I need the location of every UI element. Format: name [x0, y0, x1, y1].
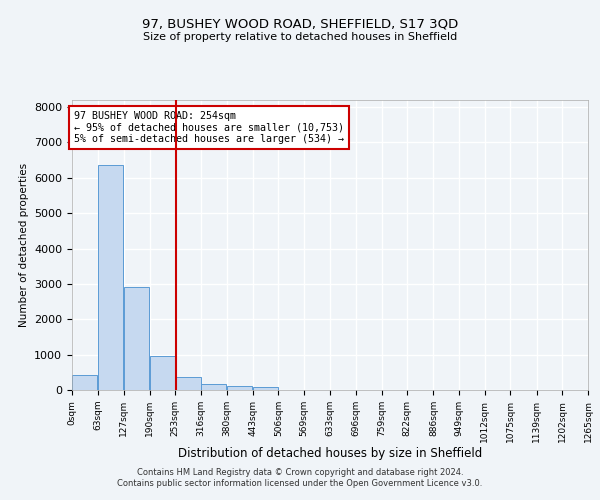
Y-axis label: Number of detached properties: Number of detached properties: [19, 163, 29, 327]
Text: Contains HM Land Registry data © Crown copyright and database right 2024.
Contai: Contains HM Land Registry data © Crown c…: [118, 468, 482, 487]
X-axis label: Distribution of detached houses by size in Sheffield: Distribution of detached houses by size …: [178, 448, 482, 460]
Bar: [72, 375, 97, 390]
Text: Size of property relative to detached houses in Sheffield: Size of property relative to detached ho…: [143, 32, 457, 42]
Bar: [98, 166, 123, 390]
Bar: [150, 356, 175, 390]
Text: 97, BUSHEY WOOD ROAD, SHEFFIELD, S17 3QD: 97, BUSHEY WOOD ROAD, SHEFFIELD, S17 3QD: [142, 18, 458, 30]
Bar: [175, 377, 200, 390]
Bar: [124, 288, 149, 390]
Bar: [201, 384, 226, 390]
Text: 97 BUSHEY WOOD ROAD: 254sqm
← 95% of detached houses are smaller (10,753)
5% of : 97 BUSHEY WOOD ROAD: 254sqm ← 95% of det…: [74, 110, 344, 144]
Bar: [227, 386, 253, 390]
Bar: [253, 387, 278, 390]
